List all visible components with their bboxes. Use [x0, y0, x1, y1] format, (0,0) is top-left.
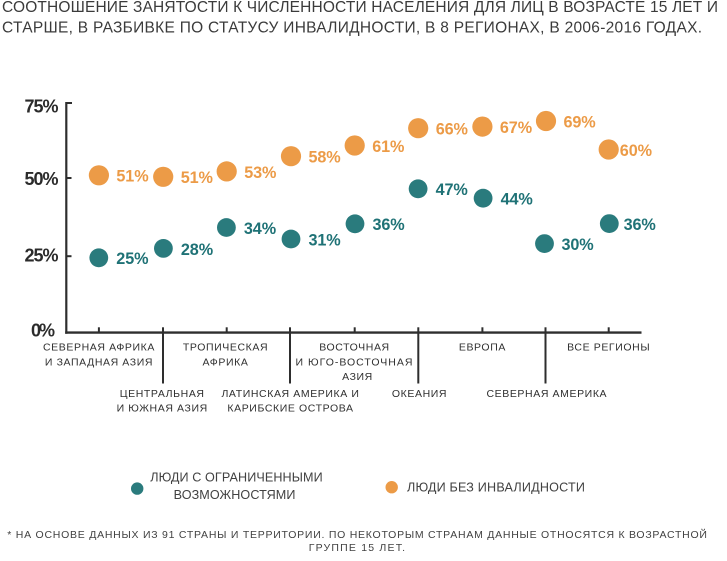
svg-text:53%: 53%: [244, 164, 276, 182]
svg-text:ГРУППЕ 15 ЛЕТ.: ГРУППЕ 15 ЛЕТ.: [309, 542, 407, 554]
svg-text:58%: 58%: [309, 149, 341, 167]
svg-text:34%: 34%: [244, 220, 276, 238]
svg-text:ЕВРОПА: ЕВРОПА: [459, 341, 506, 353]
svg-text:67%: 67%: [500, 119, 532, 137]
svg-text:25%: 25%: [25, 246, 59, 266]
svg-text:И ЗАПАДНАЯ АЗИЯ: И ЗАПАДНАЯ АЗИЯ: [45, 356, 153, 368]
svg-text:ВСЕ РЕГИОНЫ: ВСЕ РЕГИОНЫ: [567, 341, 650, 353]
svg-text:АЗИЯ: АЗИЯ: [342, 371, 373, 383]
svg-text:СТАРШЕ, В РАЗБИВКЕ ПО СТАТУСУ: СТАРШЕ, В РАЗБИВКЕ ПО СТАТУСУ ИНВАЛИДНОС…: [2, 20, 702, 37]
svg-text:61%: 61%: [372, 138, 404, 156]
svg-text:И ЮЖНАЯ АЗИЯ: И ЮЖНАЯ АЗИЯ: [117, 403, 208, 415]
svg-text:66%: 66%: [436, 121, 468, 139]
svg-text:ЛАТИНСКАЯ АМЕРИКА И: ЛАТИНСКАЯ АМЕРИКА И: [221, 388, 359, 400]
svg-text:ЛЮДИ С ОГРАНИЧЕННЫМИ: ЛЮДИ С ОГРАНИЧЕННЫМИ: [150, 471, 323, 485]
svg-text:ЦЕНТРАЛЬНАЯ: ЦЕНТРАЛЬНАЯ: [120, 388, 205, 400]
svg-text:И ЮГО-ВОСТОЧНАЯ: И ЮГО-ВОСТОЧНАЯ: [296, 356, 414, 368]
svg-text:0%: 0%: [31, 320, 55, 340]
svg-text:75%: 75%: [25, 97, 59, 117]
svg-text:69%: 69%: [564, 113, 596, 131]
svg-text:51%: 51%: [181, 169, 213, 187]
svg-text:ВОСТОЧНАЯ: ВОСТОЧНАЯ: [319, 341, 390, 353]
svg-text:47%: 47%: [436, 181, 468, 199]
svg-text:* НА ОСНОВЕ ДАННЫХ ИЗ 91 СТРАН: * НА ОСНОВЕ ДАННЫХ ИЗ 91 СТРАНЫ И ТЕРРИТ…: [7, 528, 707, 541]
svg-text:25%: 25%: [116, 250, 148, 268]
svg-text:АФРИКА: АФРИКА: [203, 356, 249, 368]
svg-text:30%: 30%: [562, 236, 594, 254]
svg-text:ТРОПИЧЕСКАЯ: ТРОПИЧЕСКАЯ: [183, 341, 268, 353]
svg-text:50%: 50%: [25, 169, 59, 189]
svg-text:36%: 36%: [624, 216, 656, 234]
svg-text:36%: 36%: [373, 216, 405, 234]
svg-text:СЕВЕРНАЯ АМЕРИКА: СЕВЕРНАЯ АМЕРИКА: [486, 388, 607, 400]
svg-text:СЕВЕРНАЯ АФРИКА: СЕВЕРНАЯ АФРИКА: [43, 341, 155, 353]
svg-text:44%: 44%: [501, 191, 533, 209]
svg-text:КАРИБСКИЕ ОСТРОВА: КАРИБСКИЕ ОСТРОВА: [227, 403, 353, 415]
svg-text:ОКЕАНИЯ: ОКЕАНИЯ: [392, 388, 447, 400]
svg-text:31%: 31%: [309, 231, 341, 249]
svg-text:60%: 60%: [620, 142, 652, 160]
svg-text:ВОЗМОЖНОСТЯМИ: ВОЗМОЖНОСТЯМИ: [174, 488, 296, 502]
svg-text:51%: 51%: [116, 168, 148, 186]
svg-text:28%: 28%: [181, 241, 213, 259]
svg-text:ЛЮДИ БЕЗ ИНВАЛИДНОСТИ: ЛЮДИ БЕЗ ИНВАЛИДНОСТИ: [407, 481, 585, 495]
svg-text:СООТНОШЕНИЕ ЗАНЯТОСТИ К ЧИСЛЕН: СООТНОШЕНИЕ ЗАНЯТОСТИ К ЧИСЛЕННОСТИ НАСЕ…: [2, 0, 718, 16]
